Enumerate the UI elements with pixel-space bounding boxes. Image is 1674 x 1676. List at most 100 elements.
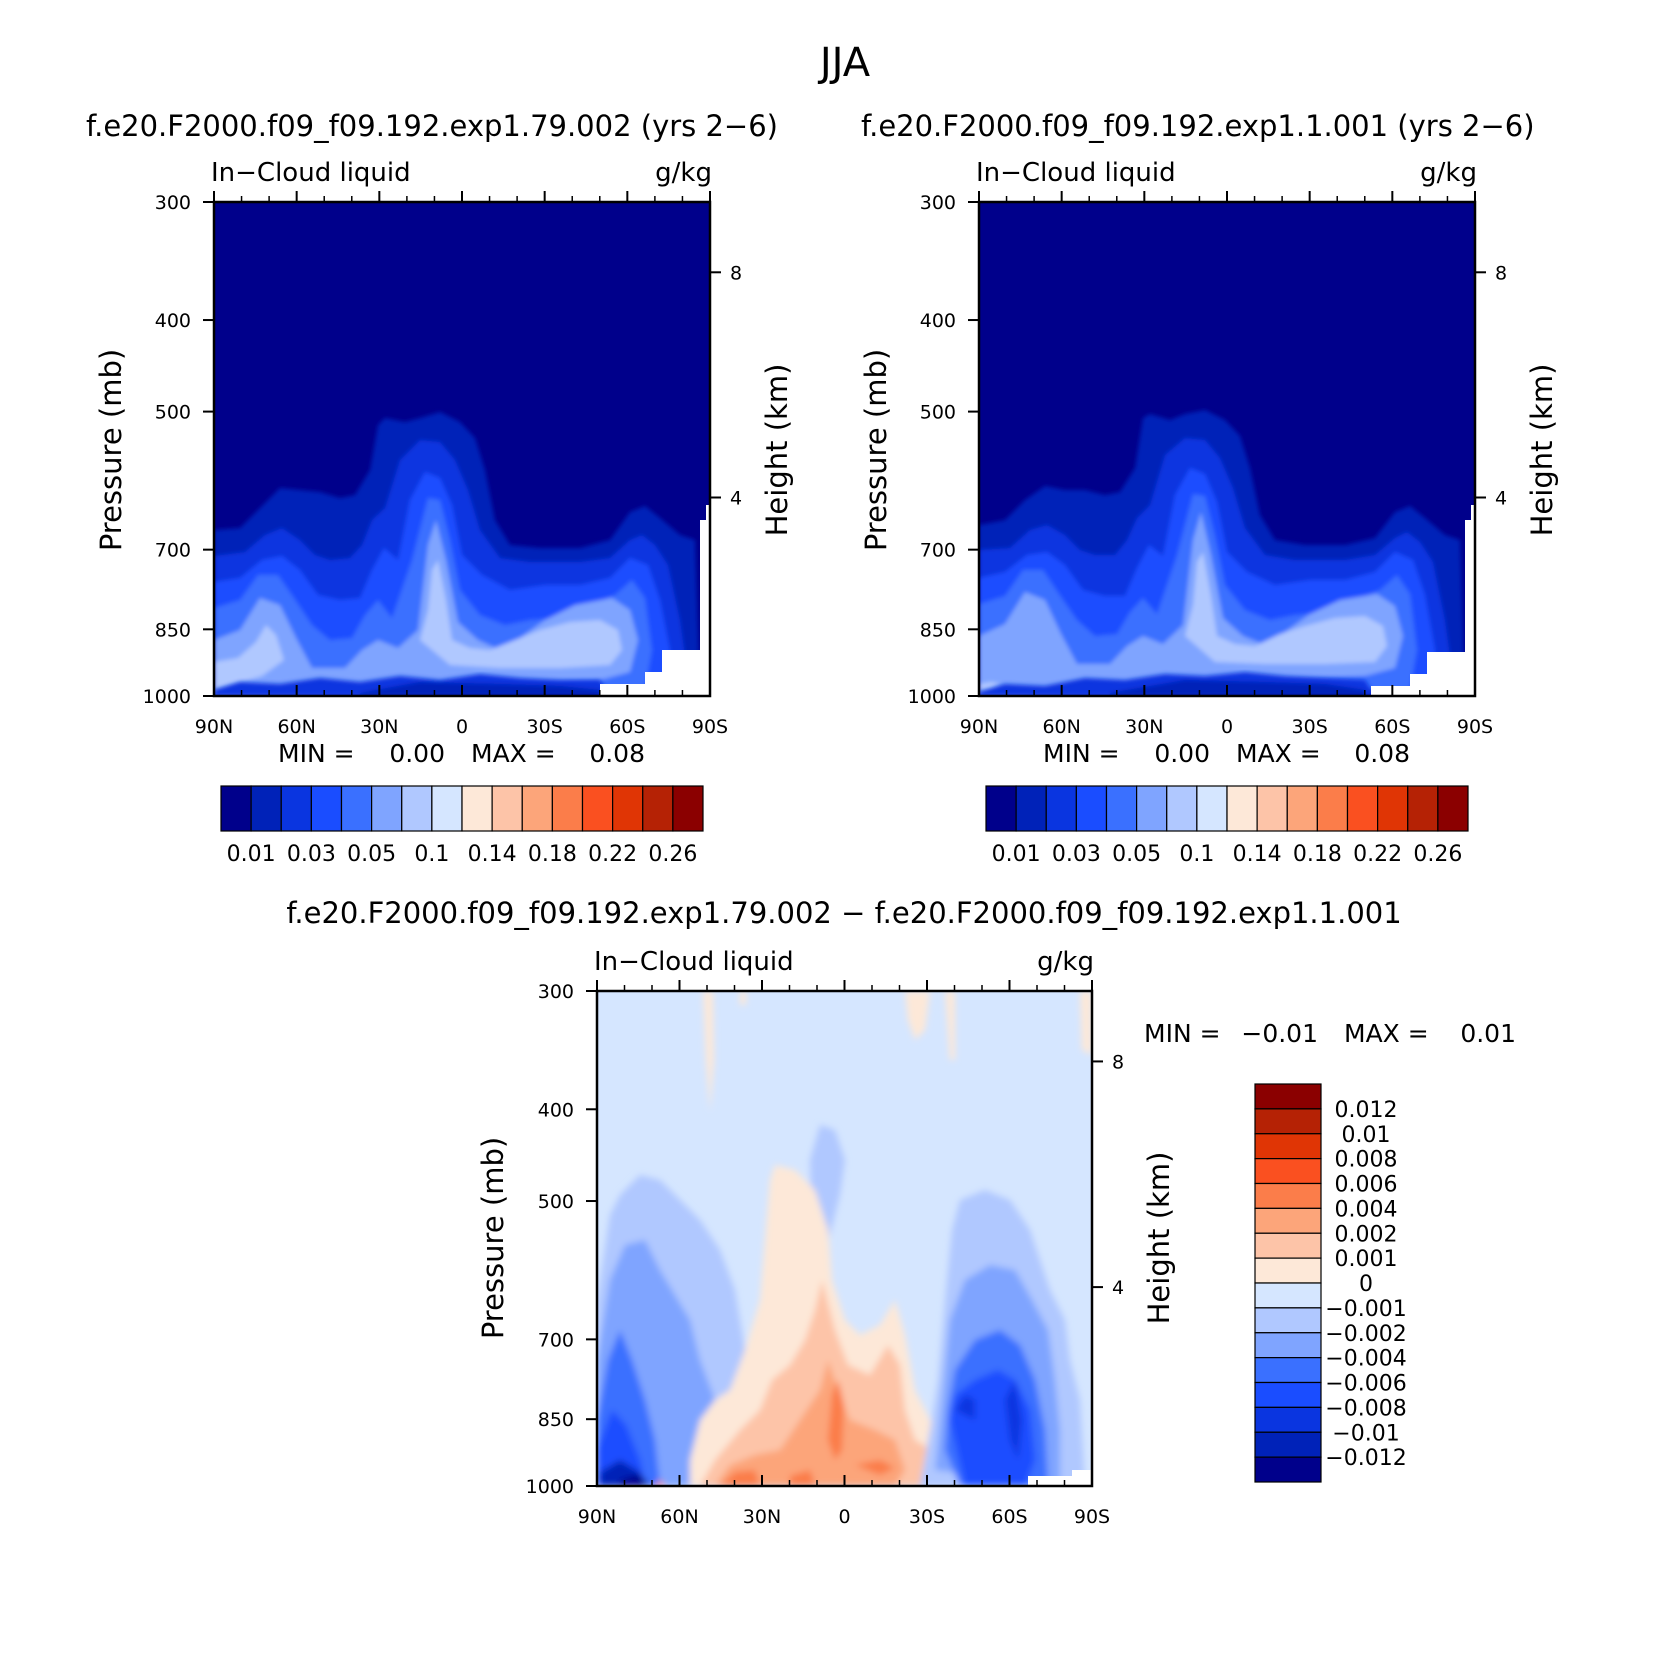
y-tick-label: 850 <box>155 619 191 641</box>
colorbar-label: 0.1 <box>1179 842 1214 867</box>
panel-right-axes: 90N 60N 30N 0 30S 60S 90S 300 400 500 700 850 1000 8 4 <box>908 191 1507 738</box>
panel-right-min-value: 0.00 <box>1154 739 1210 768</box>
pos-002-center <box>715 1360 905 1486</box>
x-tick-label: 60N <box>660 1506 698 1528</box>
y-tick-label: 400 <box>538 1099 574 1121</box>
panel-diff-ylabel: Pressure (mb) <box>476 1137 510 1339</box>
contour-band-6 <box>214 625 284 690</box>
y-tick-label: 300 <box>920 192 956 214</box>
colorbar-swatch <box>1254 1456 1322 1483</box>
x-tick-label: 30S <box>527 716 563 738</box>
x-tick-label: 60N <box>277 716 315 738</box>
pos-streak-5 <box>740 991 746 1005</box>
colorbar-swatch <box>985 785 1017 832</box>
colorbar-swatch <box>612 785 644 832</box>
colorbar-swatch <box>431 785 463 832</box>
panel-left: f.e20.F2000.f09_f09.192.exp1.79.002 (yrs… <box>86 109 794 867</box>
x-tick-label: 90N <box>960 716 998 738</box>
panel-right-ylabel: Pressure (mb) <box>859 349 893 551</box>
colorbar-swatch <box>672 785 704 832</box>
x-tick-label: 30N <box>360 716 398 738</box>
x-tick-label: 90N <box>195 716 233 738</box>
y-tick-label: 700 <box>920 540 956 562</box>
panel-left-max-value: 0.08 <box>589 739 645 768</box>
colorbar-label: −0.008 <box>1325 1396 1406 1421</box>
colorbar-label: 0.14 <box>1233 842 1282 867</box>
colorbar-label: −0.001 <box>1325 1297 1406 1322</box>
colorbar-swatch <box>1286 785 1318 832</box>
x-tick-label: 60S <box>1374 716 1410 738</box>
colorbar-swatch <box>1316 785 1349 832</box>
y-tick-label: 1000 <box>143 686 191 708</box>
colorbar-label: 0.22 <box>588 842 637 867</box>
panel-right-units: g/kg <box>1420 158 1477 188</box>
pos-streak-4 <box>1080 991 1092 1055</box>
panel-diff-ylabel-right: Height (km) <box>1142 1152 1176 1325</box>
panel-left-field <box>214 202 710 696</box>
topography-mask <box>1028 1470 1092 1486</box>
colorbar-swatch <box>1226 785 1258 832</box>
colorbar-swatch <box>1346 785 1379 832</box>
x-tick-label: 0 <box>838 1506 850 1528</box>
colorbar-label: 0.18 <box>528 842 577 867</box>
neg-012-left <box>620 1474 650 1486</box>
y-right-tick-label: 4 <box>730 488 742 510</box>
topography-mask <box>1371 505 1475 696</box>
pos-004-d <box>790 1470 815 1486</box>
panel-right-max-value: 0.08 <box>1354 739 1410 768</box>
colorbar-swatch <box>1254 1158 1322 1185</box>
colorbar-label: 0.22 <box>1353 842 1402 867</box>
colorbar-swatch <box>1254 1182 1322 1209</box>
panel-diff-min-label: MIN = <box>1144 1019 1221 1048</box>
x-tick-label: 30N <box>1125 716 1163 738</box>
colorbar-swatch <box>1166 785 1198 832</box>
x-tick-label: 30N <box>743 1506 781 1528</box>
panel-right-field <box>979 202 1475 696</box>
contour-surface-2 <box>1110 680 1365 696</box>
panel-diff-max-label: MAX = <box>1344 1019 1429 1048</box>
panel-diff-subtitle: In−Cloud liquid <box>594 947 794 977</box>
panel-left-min-label: MIN = <box>278 739 355 768</box>
pos-streak-3 <box>945 991 955 1060</box>
y-tick-label: 300 <box>155 192 191 214</box>
colorbar-swatch <box>280 785 312 832</box>
colorbar-swatch <box>220 785 252 832</box>
panel-diff-min-value: −0.01 <box>1241 1019 1318 1048</box>
colorbar-swatch <box>1254 1108 1322 1135</box>
panel-left-subtitle: In−Cloud liquid <box>211 158 411 188</box>
panel-left-colorbar: 0.01 0.03 0.05 0.1 0.14 0.18 0.22 0.26 <box>220 785 704 867</box>
colorbar-label: −0.006 <box>1325 1372 1406 1397</box>
y-tick-label: 300 <box>538 981 574 1003</box>
colorbar-label: 0.002 <box>1335 1222 1398 1247</box>
neg-008-right <box>955 1395 975 1420</box>
colorbar-swatch <box>1254 1381 1322 1408</box>
pos-streak-2 <box>905 991 930 1040</box>
colorbar-label: 0.01 <box>1342 1123 1391 1148</box>
y-tick-label: 1000 <box>908 686 956 708</box>
contour-surface-2 <box>360 682 600 696</box>
colorbar-label: 0.05 <box>347 842 396 867</box>
colorbar-swatch <box>250 785 282 832</box>
colorbar-swatch <box>1015 785 1047 832</box>
pos-004-b <box>828 1380 844 1460</box>
x-tick-label: 90S <box>1074 1506 1110 1528</box>
topography-mask <box>600 505 710 696</box>
colorbar-swatch <box>642 785 674 832</box>
colorbar-label: −0.012 <box>1325 1446 1406 1471</box>
y-tick-label: 850 <box>538 1409 574 1431</box>
y-tick-label: 700 <box>538 1329 574 1351</box>
colorbar-label: −0.01 <box>1332 1421 1399 1446</box>
pos-streak-1 <box>703 991 714 1112</box>
y-tick-label: 500 <box>155 402 191 424</box>
colorbar-swatch <box>371 785 403 832</box>
colorbar-label: 0.26 <box>1413 842 1462 867</box>
panel-right: f.e20.F2000.f09_f09.192.exp1.1.001 (yrs … <box>859 109 1559 867</box>
panel-diff-colorbar: 0.0120.010.0080.0060.0040.0020.0010−0.00… <box>1254 1083 1407 1483</box>
panel-left-max-label: MAX = <box>471 739 556 768</box>
colorbar-label: −0.002 <box>1325 1322 1406 1347</box>
colorbar-swatch <box>491 785 523 832</box>
colorbar-swatch <box>1377 785 1409 832</box>
colorbar-swatch <box>1254 1431 1322 1458</box>
